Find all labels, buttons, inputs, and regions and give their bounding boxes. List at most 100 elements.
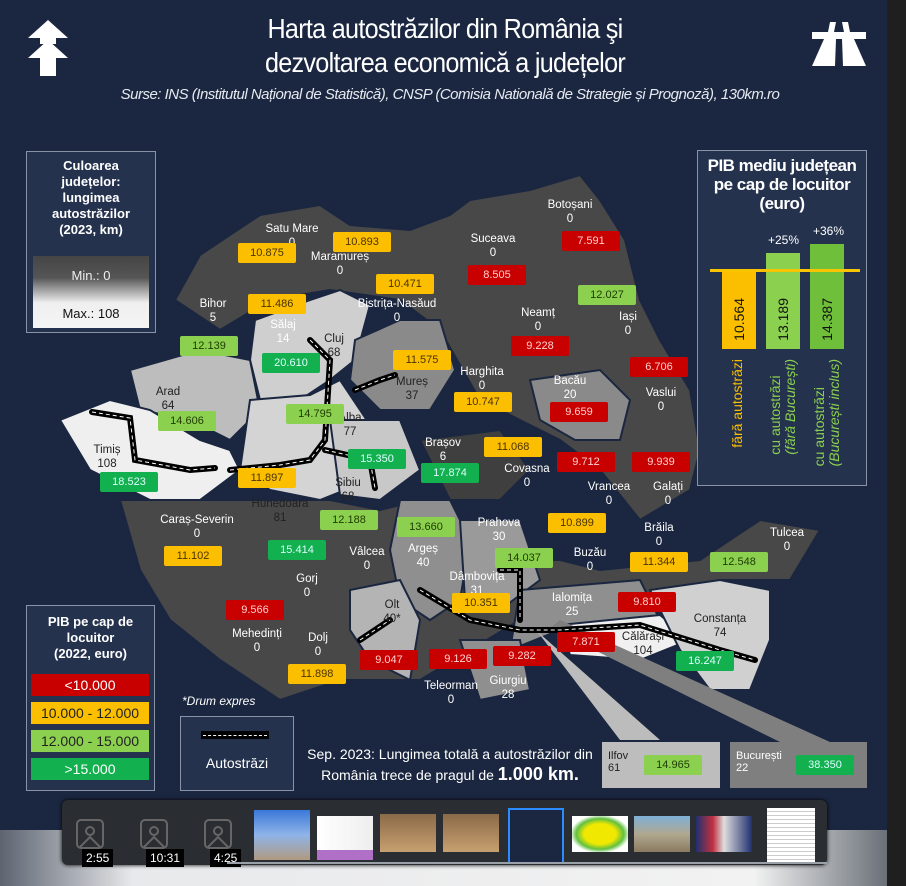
- bar-label: cu autostrăzi (București inclus): [811, 359, 842, 467]
- county-name: Călărași 104: [621, 631, 665, 657]
- double-arrow-up-icon: [28, 20, 68, 76]
- county-pib-badge: 9.810: [618, 592, 676, 612]
- county-name: Prahova 30: [477, 517, 521, 543]
- document-thumbnail[interactable]: [767, 808, 815, 862]
- county-name: Constanța 74: [693, 613, 747, 639]
- county-pib-badge: 11.068: [484, 437, 542, 457]
- county-pib-badge: 9.566: [226, 600, 284, 620]
- pib-chart-heading: PIB mediu județean pe cap de locuitor (e…: [707, 156, 857, 213]
- video-thumbnail[interactable]: 2:55: [70, 807, 126, 867]
- county-pib-badge: 15.350: [348, 449, 406, 469]
- total-length-note: Sep. 2023: Lungimea totală a autostrăzil…: [307, 746, 593, 784]
- range-12000-15000: 12.000 - 15.000: [31, 730, 149, 752]
- county-pib-badge: 9.659: [550, 402, 608, 422]
- legend-length-heading: Culoarea județelor: lungimea autostrăzil…: [51, 158, 130, 237]
- media-filmstrip[interactable]: 2:55 10:31 4:25: [62, 800, 827, 867]
- county-pib-badge: 10.899: [548, 513, 606, 533]
- filmstrip-scrollbar[interactable]: [227, 862, 827, 864]
- bar-with-highways-incl-bucharest: 14.387: [810, 244, 844, 349]
- county-name: Vaslui 0: [645, 387, 677, 413]
- county-pib-badge: 12.139: [180, 336, 238, 356]
- county-name: Ialomița 25: [551, 592, 593, 618]
- video-thumbnail[interactable]: 10:31: [134, 807, 190, 867]
- infographic-poster: Harta autostrăzilor din România şi dezvo…: [0, 0, 887, 830]
- range-under-10000: <10.000: [31, 674, 149, 696]
- inset-bucuresti: București 22 38.350: [730, 742, 867, 788]
- press-conference-thumbnail[interactable]: [696, 816, 752, 852]
- statue-photo-thumbnail[interactable]: [254, 810, 310, 860]
- bar-label: fără autostrăzi: [729, 359, 745, 448]
- pct-label: +36%: [813, 224, 845, 238]
- county-name: Harghita 0: [460, 366, 504, 392]
- children-photo-thumbnail[interactable]: [443, 814, 499, 852]
- county-pib-badge: 12.027: [578, 285, 636, 305]
- video-thumbnail[interactable]: 4:25: [198, 807, 254, 867]
- county-pib-badge: 9.047: [360, 650, 418, 670]
- county-name: Alba 77: [338, 412, 362, 438]
- children-photo-thumbnail[interactable]: [380, 814, 436, 852]
- county-pib-badge: 9.228: [511, 336, 569, 356]
- county-name: Bihor 5: [199, 298, 227, 324]
- legend-pib-ranges: PIB pe cap de locuitor (2022, euro) <10.…: [26, 605, 155, 791]
- county-pib-badge: 15.414: [268, 540, 326, 560]
- county-pib-badge: 17.874: [421, 463, 479, 483]
- inset-ilfov: Ilfov 61 14.965: [602, 742, 720, 788]
- highway-line-icon: [201, 731, 269, 739]
- image-placeholder-icon: [76, 819, 104, 849]
- county-pib-badge: 9.939: [632, 452, 690, 472]
- bar-chart-thumbnail[interactable]: [317, 816, 373, 860]
- image-placeholder-icon: [140, 819, 168, 849]
- county-name: Mureș 37: [396, 376, 428, 402]
- county-pib-badge: 11.102: [164, 546, 222, 566]
- baseline-line: [710, 269, 860, 272]
- county-name: Buzău 0: [573, 547, 607, 573]
- county-pib-badge: 7.871: [557, 632, 615, 652]
- county-name: Arad 64: [155, 386, 181, 412]
- county-name: Timiș 108: [93, 444, 121, 470]
- county-pib-badge: 10.471: [376, 274, 434, 294]
- county-name: Argeș 40: [407, 543, 439, 569]
- range-over-15000: >15.000: [31, 758, 149, 780]
- county-name: Vâlcea 0: [349, 546, 385, 572]
- county-pib-badge: 18.523: [100, 472, 158, 492]
- page-title: Harta autostrăzilor din România şi dezvo…: [264, 13, 626, 78]
- county-name: Hunedoara 81: [251, 498, 309, 524]
- county-name: Suceava 0: [470, 233, 516, 259]
- county-name: Dolj 0: [308, 632, 328, 658]
- road-photo-thumbnail[interactable]: [634, 816, 690, 852]
- county-pib-badge: 9.282: [493, 646, 551, 666]
- county-pib-badge: 11.897: [238, 468, 296, 488]
- legend-highways: Autostrăzi: [180, 716, 294, 791]
- county-pib-badge: 10.875: [238, 243, 296, 263]
- legend-min: Min.: 0: [71, 268, 111, 283]
- county-name: Tulcea 0: [769, 527, 805, 553]
- bar-label: cu autostrăzi (fără București): [767, 359, 798, 455]
- county-pib-badge: 12.188: [320, 510, 378, 530]
- highway-map-thumbnail-selected[interactable]: [508, 808, 564, 864]
- county-name: Covasna 0: [504, 463, 550, 489]
- county-pib-badge: 9.126: [429, 649, 487, 669]
- pib-average-chart: PIB mediu județean pe cap de locuitor (e…: [697, 150, 867, 486]
- county-name: Brăila 0: [644, 522, 674, 548]
- romania-map-thumbnail[interactable]: [572, 816, 628, 852]
- county-name: Botoșani 0: [547, 199, 593, 225]
- bar-no-highways: 10.564: [722, 271, 756, 349]
- legend-max: Max.: 108: [62, 306, 120, 321]
- county-pib-badge: 14.606: [158, 411, 216, 431]
- county-pib-badge: 7.591: [562, 231, 620, 251]
- county-pib-badge: 14.795: [286, 404, 344, 424]
- county-pib-badge: 13.660: [397, 517, 455, 537]
- sources-subtitle: Surse: INS (Institutul Național de Stati…: [120, 86, 780, 103]
- length-gradient-scale: Min.: 0 Max.: 108: [33, 256, 149, 328]
- county-pib-badge: 10.351: [452, 593, 510, 613]
- county-pib-badge: 12.548: [710, 552, 768, 572]
- county-name: Caraș-Severin 0: [160, 514, 234, 540]
- county-pib-badge: 10.747: [454, 392, 512, 412]
- legend-highway-length: Culoarea județelor: lungimea autostrăzil…: [26, 151, 156, 333]
- range-10000-12000: 10.000 - 12.000: [31, 702, 149, 724]
- image-placeholder-icon: [204, 819, 232, 849]
- county-name: Bacău 20: [553, 375, 587, 401]
- county-name: Iași 0: [619, 311, 637, 337]
- county-name: Galați 0: [652, 481, 684, 507]
- county-name: Gorj 0: [296, 573, 318, 599]
